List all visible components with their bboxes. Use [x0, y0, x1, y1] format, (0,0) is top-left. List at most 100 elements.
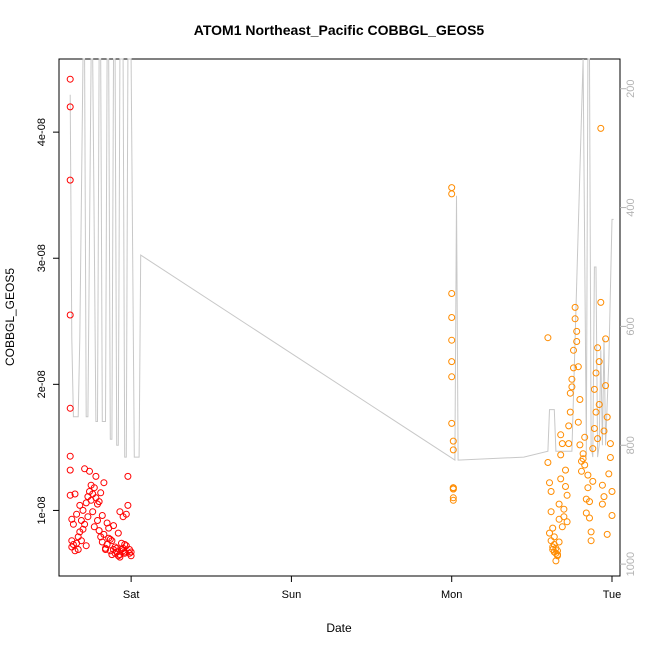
data-point-series-2 [563, 518, 571, 526]
data-point-series-2 [547, 488, 555, 495]
data-point-series-2 [571, 315, 579, 323]
y2-axis: 200 400 600 800 1000 [620, 80, 637, 576]
data-point-series-2 [598, 481, 606, 489]
data-point-series-2 [570, 346, 577, 354]
data-point-series-1 [94, 517, 101, 524]
data-point-series-2 [562, 483, 569, 490]
data-point-series-2 [558, 523, 566, 531]
data-point-series-1 [124, 501, 132, 509]
y2-tick-label: 400 [625, 198, 637, 216]
data-point-series-2 [590, 385, 598, 393]
data-point-series-2 [573, 338, 581, 345]
data-point-series-2 [549, 524, 557, 532]
data-point-series-2 [594, 435, 602, 443]
data-point-series-1 [69, 541, 77, 548]
y-tick-label: 4e-08 [36, 118, 48, 146]
data-point-series-1 [66, 491, 74, 499]
data-point-series-2 [587, 537, 595, 545]
data-point-series-1 [97, 489, 105, 497]
data-point-series-2 [563, 491, 571, 499]
data-point-series-1 [124, 472, 132, 480]
data-point-series-1 [66, 452, 74, 460]
data-point-series-2 [606, 454, 614, 461]
data-point-series-2 [571, 303, 579, 311]
data-point-series-2 [544, 334, 552, 342]
data-point-series-1 [66, 466, 74, 474]
data-point-series-2 [587, 528, 595, 536]
data-point-series-2 [574, 418, 582, 426]
data-point-series-1 [90, 523, 98, 531]
plot-frame [58, 58, 621, 577]
data-point-series-1 [92, 494, 100, 502]
data-point-series-2 [550, 533, 558, 541]
y-tick-label: 1e-08 [36, 496, 48, 524]
y-axis: 1e-08 2e-08 3e-08 4e-08 [36, 118, 59, 524]
data-point-series-2 [565, 422, 573, 430]
data-point-series-2 [592, 408, 600, 416]
data-point-series-1 [102, 546, 109, 553]
data-point-series-1 [116, 508, 124, 516]
data-point-series-1 [66, 176, 74, 184]
data-point-series-2 [562, 466, 569, 474]
data-point-series-2 [568, 375, 576, 383]
data-point-series-2 [566, 389, 574, 397]
data-point-series-2 [574, 363, 582, 371]
data-point-series-1 [69, 520, 77, 528]
data-point-series-2 [565, 440, 573, 448]
data-point-series-1 [108, 537, 116, 545]
data-point-series-2 [546, 479, 553, 487]
data-point-series-2 [566, 408, 574, 416]
data-point-series-2 [448, 358, 456, 366]
data-point-series-1 [79, 506, 87, 514]
data-point-series-2 [595, 358, 603, 366]
data-point-series-2 [589, 445, 597, 453]
data-point-series-1 [68, 515, 76, 523]
data-point-series-2 [586, 514, 593, 522]
data-point-series-2 [597, 298, 605, 306]
data-point-series-1 [66, 75, 74, 83]
data-point-series-2 [544, 459, 552, 466]
data-point-series-1 [95, 527, 103, 535]
data-point-series-1 [84, 513, 92, 521]
data-point-series-1 [86, 467, 93, 475]
x-tick-label: Mon [441, 589, 462, 601]
data-point-series-2 [573, 327, 581, 335]
data-point-series-1 [74, 546, 82, 553]
data-point-series-2 [448, 419, 456, 427]
data-point-series-2 [602, 382, 610, 390]
data-point-series-2 [449, 446, 457, 454]
data-point-series-1 [110, 522, 117, 530]
y-tick-label: 2e-08 [36, 370, 48, 398]
data-point-series-1 [121, 549, 129, 557]
data-point-series-2 [600, 427, 608, 435]
data-point-series-2 [605, 470, 613, 478]
data-point-series-2 [449, 437, 457, 445]
x-axis: Sat Sun Mon Tue [123, 576, 621, 601]
data-point-series-1 [89, 508, 97, 516]
data-point-series-2 [608, 512, 616, 519]
data-point-series-2 [589, 477, 597, 485]
data-point-series-2 [560, 505, 568, 513]
data-point-series-2 [590, 425, 598, 432]
data-point-series-2 [448, 184, 456, 192]
data-point-series-2 [576, 441, 584, 449]
data-point-series-2 [568, 383, 576, 391]
data-point-series-1 [77, 517, 85, 524]
data-points [66, 75, 616, 565]
data-point-series-1 [114, 552, 122, 560]
data-point-series-2 [570, 364, 577, 372]
data-point-series-2 [592, 369, 600, 377]
data-point-series-2 [595, 401, 603, 408]
y-axis-label: COBBGL_GEOS5 [3, 268, 17, 366]
data-point-series-1 [95, 498, 103, 506]
data-point-series-2 [554, 552, 561, 560]
data-point-series-2 [554, 547, 561, 555]
y-tick-label: 3e-08 [36, 244, 48, 272]
data-point-series-2 [584, 471, 592, 479]
pressure-series [69, 58, 614, 462]
pressure-line [69, 58, 614, 462]
data-point-series-2 [579, 450, 587, 458]
data-point-series-2 [449, 496, 457, 504]
data-point-series-1 [116, 553, 124, 561]
